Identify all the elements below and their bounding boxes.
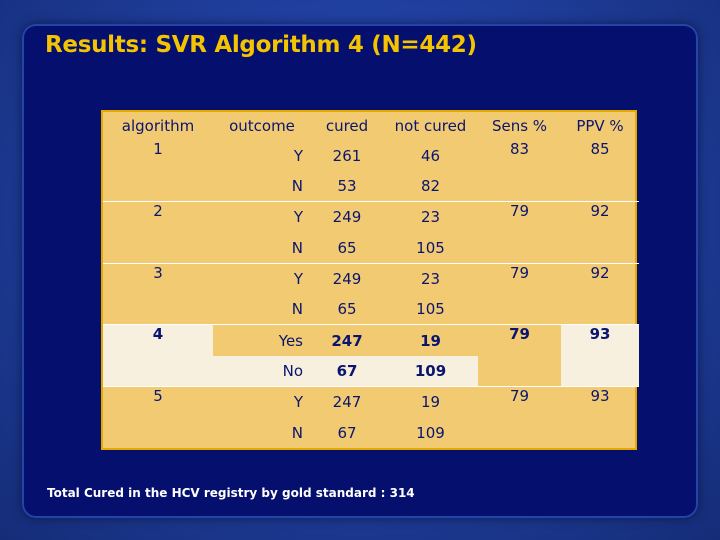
cured-cell: 67 — [311, 355, 383, 387]
table-row: 2 Y 249 23 79 92 — [103, 201, 639, 264]
not-cured-cell: 19 — [420, 393, 441, 412]
header-ppv: PPV % — [576, 117, 624, 136]
table-row: N 67 109 — [103, 417, 639, 448]
header-sens: Sens % — [491, 117, 548, 136]
cured-cell: 65 — [311, 232, 383, 264]
sens-cell: 83 — [478, 140, 561, 203]
slide-title: Results: SVR Algorithm 4 (N=442) — [45, 32, 477, 58]
table-row: N 65 105 — [103, 232, 639, 264]
ppv-cell: 92 — [561, 263, 639, 326]
results-table: algorithm outcome cured not cured Sens %… — [103, 112, 639, 448]
not-cured-cell: 23 — [420, 269, 441, 288]
header-row: algorithm outcome cured not cured Sens %… — [103, 112, 639, 140]
not-cured-cell: 109 — [383, 355, 478, 387]
sens-cell: 79 — [478, 324, 561, 387]
outcome-cell: Y — [293, 269, 303, 288]
table-row: 1 Y 261 46 83 85 — [103, 140, 639, 203]
outcome-cell: N — [213, 171, 311, 203]
cured-cell: 65 — [311, 294, 383, 326]
ppv-cell: 93 — [561, 324, 639, 387]
cured-cell: 67 — [337, 423, 357, 442]
ppv-cell: 92 — [561, 201, 639, 264]
results-table-container: algorithm outcome cured not cured Sens %… — [101, 110, 639, 450]
algorithm-cell: 1 — [103, 140, 213, 203]
not-cured-cell: 46 — [420, 146, 441, 165]
cured-cell: 247 — [331, 331, 363, 350]
not-cured-cell: 23 — [420, 208, 441, 227]
outcome-cell: Y — [293, 393, 303, 412]
table-row: N 53 82 — [103, 171, 639, 203]
outcome-cell: N — [291, 423, 303, 442]
outcome-cell: N — [213, 294, 311, 326]
not-cured-cell: 109 — [416, 423, 445, 442]
outcome-cell: Y — [293, 146, 303, 165]
ppv-cell: 85 — [561, 140, 639, 203]
header-outcome: outcome — [229, 117, 295, 136]
cured-cell: 249 — [332, 269, 362, 288]
ppv-cell: 93 — [590, 386, 610, 405]
outcome-cell: Yes — [278, 331, 303, 350]
cured-cell: 53 — [311, 171, 383, 203]
header-algorithm: algorithm — [121, 117, 195, 136]
header-cured: cured — [325, 117, 369, 136]
sens-cell: 79 — [478, 263, 561, 326]
algorithm-cell: 5 — [153, 386, 163, 405]
not-cured-cell: 105 — [383, 294, 478, 326]
algorithm-cell: 3 — [103, 263, 213, 326]
algorithm-cell: 2 — [103, 201, 213, 264]
cured-cell: 247 — [332, 393, 362, 412]
footnote: Total Cured in the HCV registry by gold … — [47, 486, 415, 500]
outcome-cell: Y — [293, 208, 303, 227]
header-not-cured: not cured — [394, 117, 467, 136]
sens-cell: 79 — [478, 201, 561, 264]
outcome-cell: N — [213, 232, 311, 264]
cured-cell: 261 — [332, 146, 362, 165]
table-row: N 65 105 — [103, 294, 639, 326]
table-row: 3 Y 249 23 79 92 — [103, 263, 639, 326]
not-cured-cell: 82 — [383, 171, 478, 203]
sens-cell: 79 — [509, 386, 530, 405]
outcome-cell: No — [213, 355, 311, 387]
table-row: 5 Y 247 19 79 93 — [103, 386, 639, 417]
not-cured-cell: 19 — [420, 331, 441, 350]
not-cured-cell: 105 — [383, 232, 478, 264]
cured-cell: 249 — [332, 208, 362, 227]
table-row: 4 Yes 247 19 79 93 — [103, 324, 639, 387]
algorithm-cell: 4 — [103, 324, 213, 387]
table-row: No 67 109 — [103, 355, 639, 387]
